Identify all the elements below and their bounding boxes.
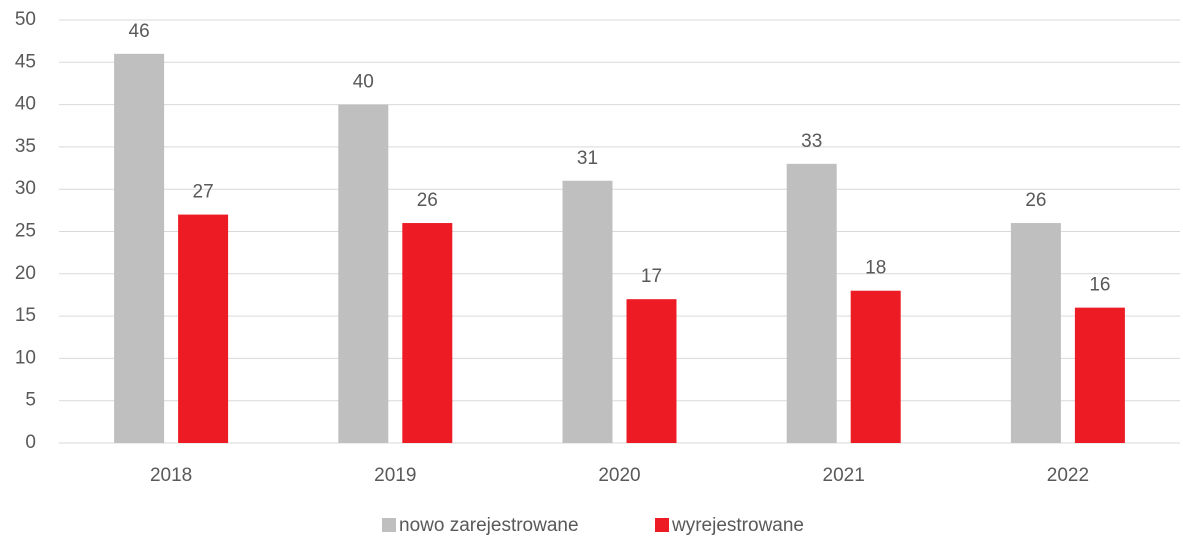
y-tick-label: 45 xyxy=(15,51,36,72)
data-label: 18 xyxy=(865,258,886,279)
data-label: 17 xyxy=(641,266,662,287)
bar xyxy=(1074,307,1125,443)
data-label: 33 xyxy=(801,131,822,152)
bar xyxy=(562,180,613,444)
y-tick-label: 10 xyxy=(15,347,36,368)
y-tick-label: 25 xyxy=(15,221,36,242)
data-label: 27 xyxy=(193,182,214,203)
x-tick-label: 2019 xyxy=(374,465,416,486)
bar xyxy=(1010,223,1061,443)
y-tick-label: 5 xyxy=(25,390,36,411)
bar xyxy=(178,214,229,443)
y-tick-label: 15 xyxy=(15,305,36,326)
data-label: 16 xyxy=(1089,275,1110,296)
legend-swatch xyxy=(655,518,669,532)
bar xyxy=(786,163,837,443)
data-label: 26 xyxy=(417,190,438,211)
x-tick-label: 2018 xyxy=(150,465,192,486)
y-tick-label: 20 xyxy=(15,263,36,284)
bar xyxy=(402,223,453,443)
y-tick-label: 40 xyxy=(15,94,36,115)
bar xyxy=(626,299,677,443)
bar xyxy=(850,290,901,443)
x-tick-label: 2022 xyxy=(1047,465,1089,486)
data-label: 31 xyxy=(577,148,598,169)
x-tick-label: 2020 xyxy=(598,465,640,486)
bar xyxy=(338,104,389,443)
bar xyxy=(114,53,165,444)
y-tick-label: 50 xyxy=(15,9,36,30)
y-tick-label: 35 xyxy=(15,136,36,157)
legend-label: wyrejestrowane xyxy=(671,515,804,536)
data-label: 40 xyxy=(353,72,374,93)
legend-label: nowo zarejestrowane xyxy=(399,515,579,536)
data-label: 26 xyxy=(1025,190,1046,211)
data-label: 46 xyxy=(129,21,150,42)
y-tick-label: 0 xyxy=(25,432,36,453)
y-tick-label: 30 xyxy=(15,178,36,199)
x-tick-label: 2021 xyxy=(823,465,865,486)
legend-swatch xyxy=(382,518,396,532)
